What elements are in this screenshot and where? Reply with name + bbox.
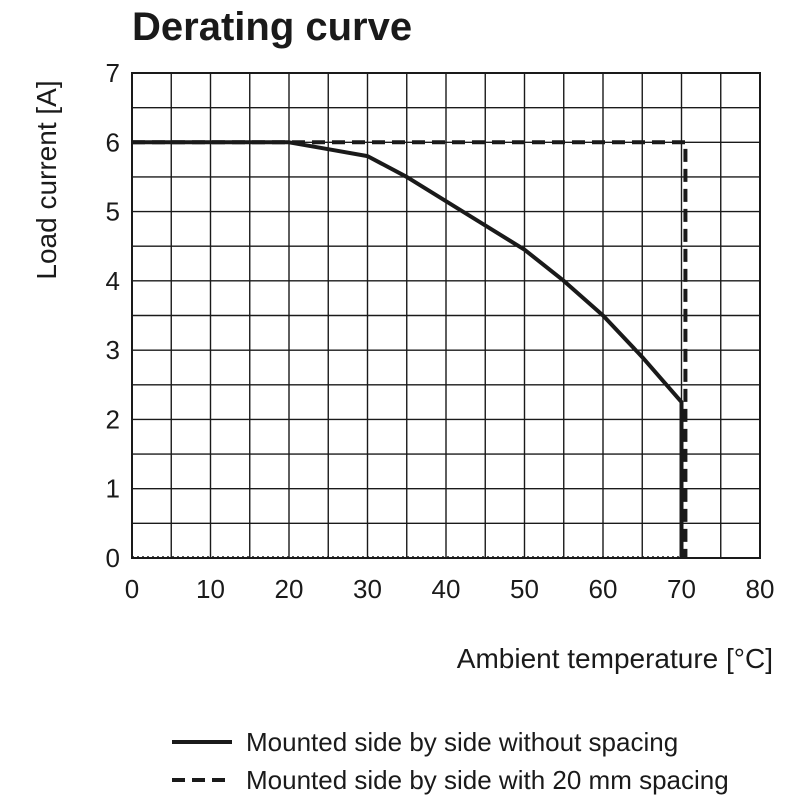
x-axis-label: Ambient temperature [°C] [457, 643, 773, 674]
y-tick-label: 1 [106, 474, 120, 504]
x-tick-label: 50 [510, 574, 539, 604]
x-tick-label: 70 [667, 574, 696, 604]
y-tick-label: 6 [106, 127, 120, 157]
x-tick-labels: 0 10 20 30 40 50 60 70 80 [125, 574, 775, 604]
x-tick-label: 40 [432, 574, 461, 604]
y-tick-label: 5 [106, 197, 120, 227]
x-tick-label: 30 [353, 574, 382, 604]
legend-label-with-spacing: Mounted side by side with 20 mm spacing [246, 765, 729, 795]
chart-title: Derating curve [132, 5, 412, 49]
y-tick-label: 0 [106, 543, 120, 573]
y-tick-label: 2 [106, 404, 120, 434]
legend: Mounted side by side without spacing Mou… [172, 727, 729, 795]
y-tick-label: 4 [106, 266, 120, 296]
x-tick-label: 20 [275, 574, 304, 604]
y-tick-label: 3 [106, 335, 120, 365]
x-tick-label: 60 [589, 574, 618, 604]
legend-label-without-spacing: Mounted side by side without spacing [246, 727, 678, 757]
grid [131, 72, 761, 559]
series-layer [132, 140, 688, 558]
series-line-with-spacing [132, 140, 688, 558]
x-tick-label: 0 [125, 574, 139, 604]
y-tick-label: 7 [106, 58, 120, 88]
x-tick-label: 10 [196, 574, 225, 604]
series-line-without-spacing [132, 140, 684, 558]
x-tick-label: 80 [746, 574, 775, 604]
y-tick-labels: 0 1 2 3 4 5 6 7 [106, 58, 120, 573]
plot-frame [131, 72, 761, 559]
y-axis-label: Load current [A] [31, 80, 62, 279]
